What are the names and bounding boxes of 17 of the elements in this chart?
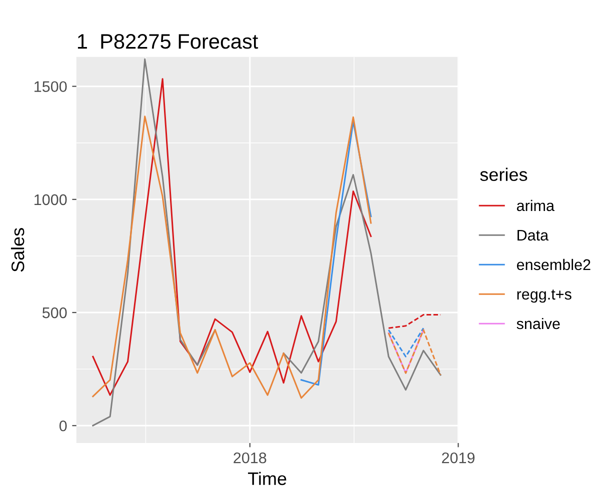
x-tick-label: 2019 [442, 452, 475, 464]
y-tick-label: 500 [42, 307, 67, 318]
line-series [300, 120, 372, 386]
legend-label: arima [516, 200, 555, 212]
legend-label: ensemble2 [516, 258, 590, 270]
y-tick-label: 1000 [34, 194, 67, 206]
legend-label: regg.t+s [517, 290, 572, 303]
x-axis-title: Time [248, 472, 286, 486]
line-series [388, 329, 442, 376]
x-tick-label: 2018 [234, 452, 266, 464]
y-axis-title: Sales [10, 228, 24, 272]
legend-label: Data [518, 230, 549, 241]
chart-title: 1 P82275 Forecast [78, 34, 258, 49]
y-tick-label: 1500 [34, 81, 67, 92]
y-tick-label: 0 [59, 420, 67, 432]
legend-label: snaive [516, 318, 560, 330]
legend-title: series [480, 168, 528, 182]
